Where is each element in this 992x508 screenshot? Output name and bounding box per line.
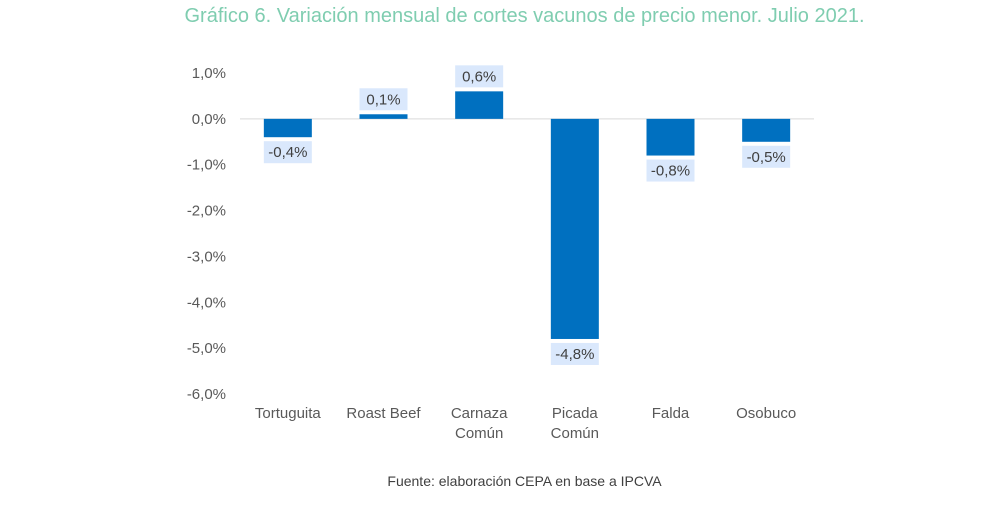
data-label-box (359, 88, 408, 111)
x-tick-label: Común (551, 425, 599, 442)
data-label-box (550, 342, 599, 365)
x-tick-label: Carnaza (451, 405, 508, 422)
bar (455, 91, 504, 119)
source-note: Fuente: elaboración CEPA en base a IPCVA (387, 473, 662, 489)
bar (550, 118, 599, 339)
y-tick-label: -3,0% (187, 248, 226, 265)
data-label-box (742, 145, 791, 168)
x-tick-label: Falda (652, 405, 690, 422)
x-axis: Tortuguita Roast Beef Carnaza Común Picada Co… (255, 405, 796, 442)
data-label-box (263, 141, 312, 164)
data-label: -0,8% (651, 163, 690, 180)
bar (646, 118, 695, 156)
data-label: -0,4% (268, 144, 307, 161)
data-label: 0,6% (462, 68, 496, 85)
x-tick-label: Roast Beef (346, 405, 421, 422)
y-axis: 1,0% 0,0% -1,0% -2,0% -3,0% -4,0% -5,0% -6,0% (187, 65, 226, 403)
x-tick-label: Osobuco (736, 405, 796, 422)
bar (263, 118, 312, 138)
bar (359, 114, 408, 119)
x-tick-label: Picada (552, 405, 599, 422)
x-tick-label: Común (455, 425, 503, 442)
x-tick-label: Tortuguita (255, 405, 322, 422)
y-tick-label: -5,0% (187, 340, 226, 357)
y-tick-label: -1,0% (187, 157, 226, 174)
data-label-box (455, 65, 504, 88)
chart-title: Gráfico 6. Variación mensual de cortes v… (184, 5, 865, 27)
y-tick-label: -4,0% (187, 294, 226, 311)
y-tick-label: 1,0% (192, 65, 226, 82)
bar (742, 118, 791, 142)
data-label-box (646, 159, 695, 182)
data-label: -0,5% (747, 149, 786, 166)
data-label: 0,1% (366, 91, 400, 108)
data-labels: -0,4% 0,1% 0,6% -4,8% -0,8% -0,5% (263, 65, 791, 365)
data-label: -4,8% (555, 346, 594, 363)
y-tick-label: 0,0% (192, 111, 226, 128)
y-tick-label: -2,0% (187, 203, 226, 220)
bars (263, 91, 791, 339)
y-tick-label: -6,0% (187, 386, 226, 403)
